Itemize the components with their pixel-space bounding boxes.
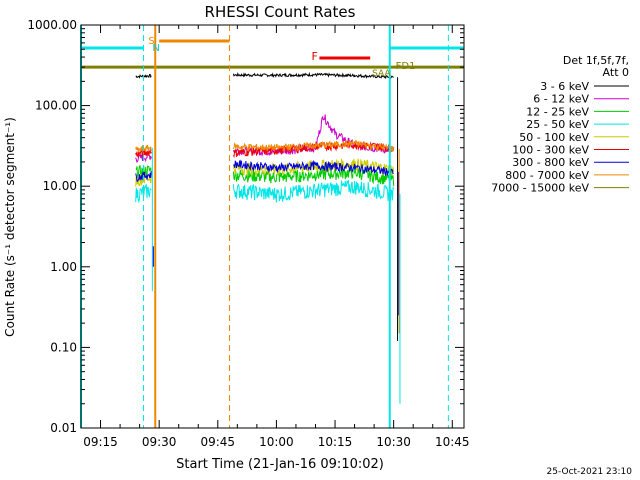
- legend-entry-label: 3 - 6 keV: [540, 80, 589, 93]
- legend-header-line: Att 0: [603, 66, 629, 79]
- series-line: [232, 139, 395, 154]
- legend-entry-label: 100 - 300 keV: [512, 144, 589, 157]
- series-4: [135, 179, 395, 204]
- x-tick-label: 09:30: [142, 435, 177, 449]
- series-1: [135, 71, 394, 80]
- series-7: [135, 159, 394, 182]
- series-2: [135, 114, 395, 163]
- footer-date: 25-Oct-2021 23:10: [547, 467, 633, 477]
- y-tick-label: 1.00: [50, 260, 77, 274]
- legend-entry-label: 300 - 800 keV: [512, 156, 589, 169]
- plot-data-layer: [81, 65, 464, 404]
- annotation-label-saa: SAA: [372, 69, 391, 79]
- x-axis-ticks: 09:15 09:30 09:45 10:00 10:15 10:30 10:45: [80, 25, 470, 449]
- x-tick-label: 10:45: [435, 435, 470, 449]
- legend-entry-label: 50 - 100 keV: [519, 131, 589, 144]
- y-tick-label: 100.00: [35, 99, 77, 113]
- y-axis-label: Count Rate (s⁻¹ detector segment⁻¹): [3, 117, 17, 337]
- series-line: [232, 71, 394, 80]
- x-axis-label: Start Time (21-Jan-16 09:10:02): [176, 457, 384, 472]
- legend-entry-label: 7000 - 15000 keV: [491, 182, 589, 195]
- x-tick-label: 09:45: [200, 435, 235, 449]
- legend-entry-label: 800 - 7000 keV: [505, 169, 589, 182]
- annotation-label-n: N: [152, 43, 159, 54]
- series-line: [232, 179, 395, 203]
- legend-header-line: Det 1f,5f,7f,: [563, 54, 629, 67]
- series-line: [135, 171, 152, 182]
- x-tick-label: 10:00: [259, 435, 294, 449]
- y-axis-ticks: 1000.00 100.00 10.00 1.00 0.10 0.01: [27, 18, 464, 435]
- series-line: [233, 159, 394, 176]
- y-tick-label: 0.10: [50, 340, 77, 354]
- annotation-label-fd1: FD1: [396, 61, 416, 72]
- legend-entry-label: 6 - 12 keV: [533, 93, 589, 106]
- x-tick-label: 10:15: [318, 435, 353, 449]
- annotation-label-s: S: [148, 36, 154, 47]
- series-line: [135, 183, 152, 204]
- plot-frame: [80, 24, 465, 429]
- y-tick-label: 0.01: [50, 421, 77, 435]
- x-tick-label: 09:15: [83, 435, 118, 449]
- y-tick-label: 10.00: [43, 179, 77, 193]
- chart-title: RHESSI Count Rates: [205, 3, 356, 21]
- legend-entry-label: 25 - 50 keV: [526, 118, 589, 131]
- annotation-layer: SN F FD1 SAA: [80, 25, 464, 428]
- x-tick-label: 10:30: [376, 435, 411, 449]
- y-tick-label: 1000.00: [27, 18, 77, 32]
- annotation-label-f: F: [311, 50, 317, 63]
- legend-entry-label: 12 - 25 keV: [526, 105, 589, 118]
